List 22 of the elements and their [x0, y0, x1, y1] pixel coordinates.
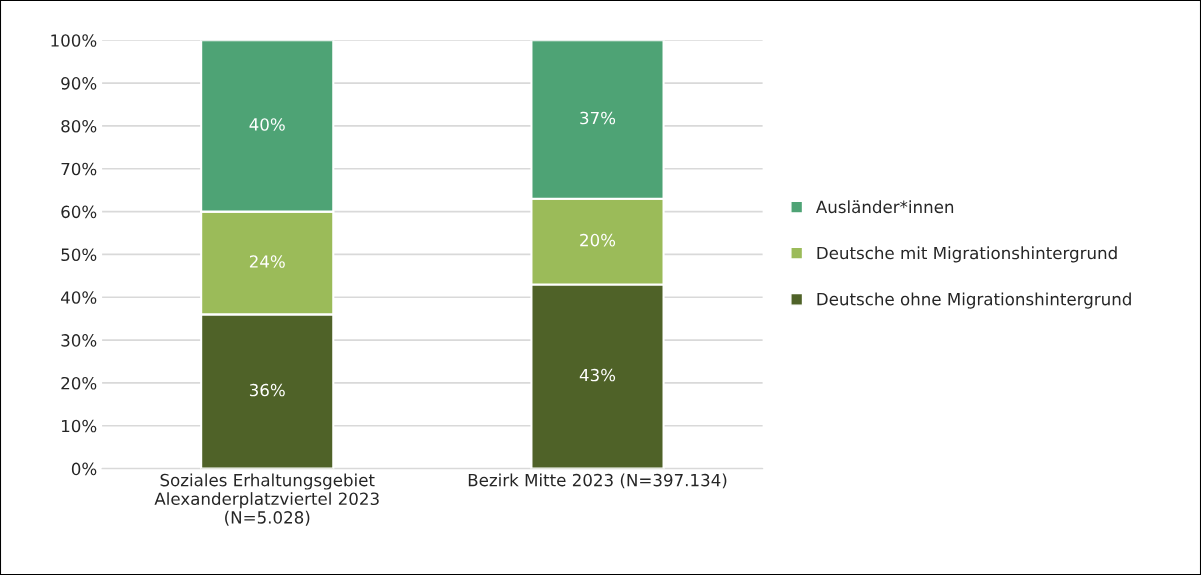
y-tick-label: 10% — [62, 419, 97, 433]
legend-label: Deutsche mit Migrationshintergrund — [817, 246, 1117, 263]
y-tick-label: 20% — [61, 376, 97, 390]
legend-label: Deutsche ohne Migrationshintergrund — [817, 292, 1131, 309]
y-tick-label: 90% — [61, 77, 97, 90]
y-tick-label: 60% — [61, 205, 97, 219]
y-tick-label: 0% — [71, 462, 97, 476]
data-label: 43% — [579, 368, 616, 382]
y-tick-label: 100% — [51, 34, 97, 47]
data-label: 20% — [580, 233, 616, 247]
data-label: 24% — [249, 255, 285, 268]
y-tick-label: 70% — [61, 162, 97, 176]
y-tick-label: 40% — [60, 291, 97, 304]
data-label: 40% — [249, 118, 285, 131]
y-tick-label: 80% — [61, 119, 97, 133]
y-tick-label: 30% — [61, 334, 97, 347]
x-tick-label: Bezirk Mitte 2023 (N=397.134) — [468, 473, 727, 489]
legend-label: Ausländer*innen — [815, 200, 954, 214]
data-label: 37% — [580, 111, 616, 125]
data-label: 36% — [249, 383, 285, 397]
x-tick-label: Soziales Erhaltungsgebiet Alexanderplatzviertel 2023 (N=5.028) — [154, 473, 379, 526]
y-tick-label: 50% — [61, 248, 97, 262]
